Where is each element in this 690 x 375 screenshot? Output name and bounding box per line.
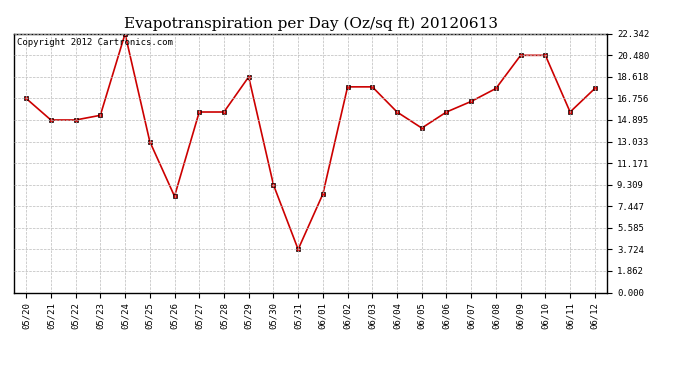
Text: Copyright 2012 Cartronics.com: Copyright 2012 Cartronics.com (17, 38, 172, 46)
Title: Evapotranspiration per Day (Oz/sq ft) 20120613: Evapotranspiration per Day (Oz/sq ft) 20… (124, 17, 497, 31)
